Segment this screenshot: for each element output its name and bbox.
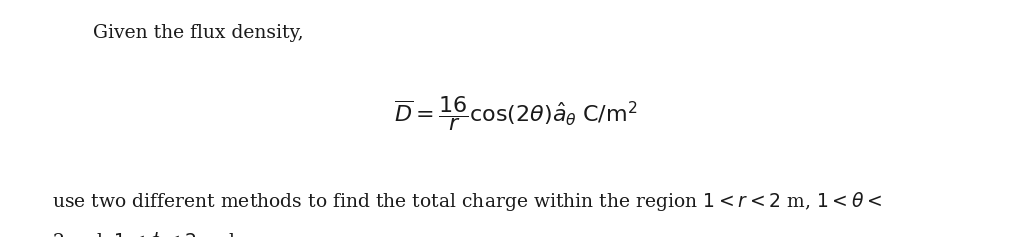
Text: use two different methods to find the total charge within the region $1 < r < 2$: use two different methods to find the to… <box>52 190 881 213</box>
Text: $\overline{D} = \dfrac{16}{r}\cos(2\theta)\hat{a}_\theta \; \mathrm{C/m^2}$: $\overline{D} = \dfrac{16}{r}\cos(2\thet… <box>394 94 638 133</box>
Text: Given the flux density,: Given the flux density, <box>93 24 303 42</box>
Text: 2 rad, $1 < \phi < 2$ rad.: 2 rad, $1 < \phi < 2$ rad. <box>52 230 240 237</box>
